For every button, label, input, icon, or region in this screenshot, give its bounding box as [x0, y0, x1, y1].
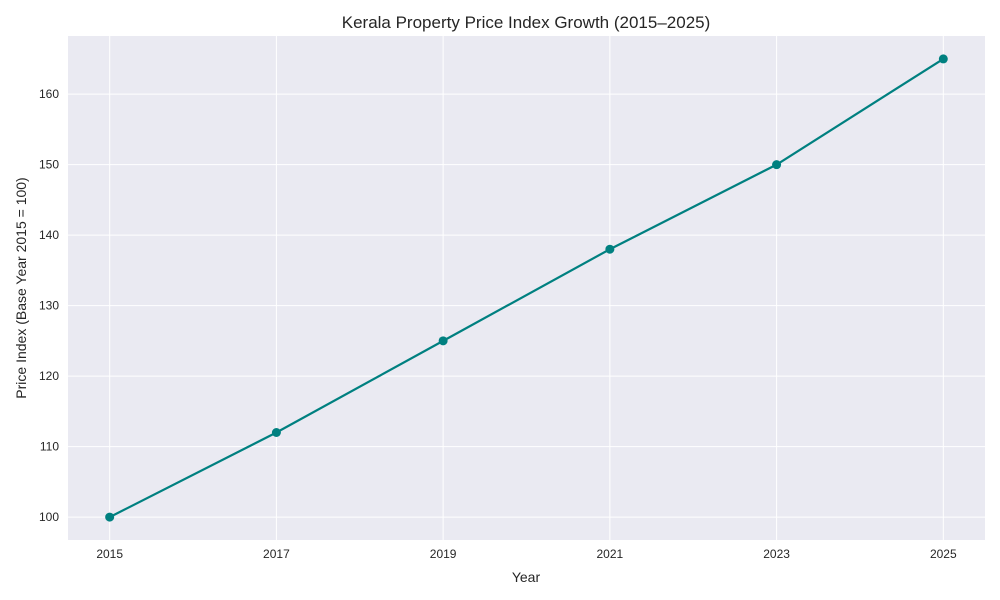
x-axis-label: Year: [512, 569, 541, 585]
y-tick-label: 100: [39, 510, 59, 524]
data-point-2015: [105, 512, 115, 522]
y-axis-label: Price Index (Base Year 2015 = 100): [13, 177, 29, 398]
y-tick-label: 150: [39, 158, 59, 172]
data-point-2019: [438, 336, 448, 346]
x-tick-label: 2015: [96, 547, 123, 561]
plot-area: [68, 36, 985, 540]
chart-title: Kerala Property Price Index Growth (2015…: [342, 13, 711, 32]
data-point-2021: [605, 244, 615, 254]
x-tick-label: 2023: [763, 547, 790, 561]
x-tick-label: 2019: [430, 547, 457, 561]
y-tick-label: 130: [39, 299, 59, 313]
x-tick-label: 2017: [263, 547, 290, 561]
y-tick-label: 110: [40, 440, 59, 454]
series-line: [109, 57, 944, 519]
data-point-2017: [271, 428, 281, 438]
x-tick-label: 2025: [930, 547, 957, 561]
data-point-2023: [772, 160, 782, 170]
y-tick-label: 160: [39, 87, 59, 101]
y-tick-label: 140: [39, 228, 59, 242]
data-point-2025: [938, 54, 948, 64]
y-tick-label: 120: [39, 369, 59, 383]
x-tick-label: 2021: [597, 547, 624, 561]
